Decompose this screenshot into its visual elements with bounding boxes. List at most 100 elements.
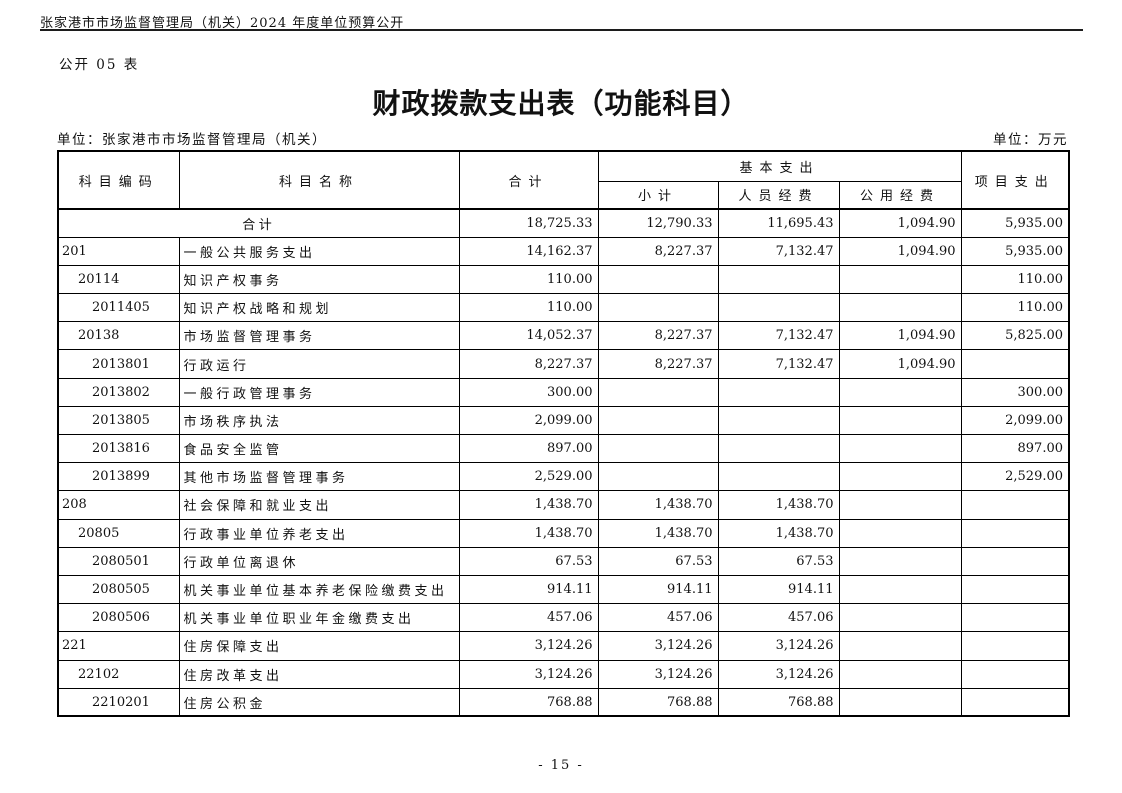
amount-cell bbox=[838, 293, 962, 323]
amount-cell: 3,124.26 bbox=[458, 631, 599, 661]
amount-cell bbox=[960, 546, 1070, 576]
amount-cell: 1,094.90 bbox=[838, 208, 962, 238]
amount-cell: 14,162.37 bbox=[458, 236, 599, 266]
amount-cell: 11,695.43 bbox=[717, 208, 840, 238]
subject-name-cell: 行政单位离退休 bbox=[178, 546, 460, 576]
amount-cell: 3,124.26 bbox=[717, 659, 840, 689]
amount-cell: 1,438.70 bbox=[458, 490, 599, 520]
subject-code-cell: 20114 bbox=[57, 264, 180, 295]
table-row: 2080501 行政单位离退休 67.53 67.53 67.53 bbox=[57, 546, 1070, 576]
amount-cell: 457.06 bbox=[717, 603, 840, 633]
amount-cell: 2,529.00 bbox=[458, 462, 599, 492]
amount-cell: 300.00 bbox=[960, 377, 1070, 407]
amount-cell bbox=[838, 546, 962, 576]
subject-code-cell: 2011405 bbox=[57, 293, 180, 323]
col-header-total: 合计 bbox=[458, 150, 599, 210]
amount-cell: 3,124.26 bbox=[597, 631, 719, 661]
amount-cell: 110.00 bbox=[960, 293, 1070, 323]
amount-cell bbox=[597, 405, 719, 436]
table-code-label: 公开 05 表 bbox=[59, 57, 140, 73]
amount-cell: 3,124.26 bbox=[717, 631, 840, 661]
amount-cell bbox=[717, 462, 840, 492]
subject-name-cell: 住房公积金 bbox=[178, 687, 460, 717]
amount-cell bbox=[717, 264, 840, 295]
table-row: 2013899 其他市场监督管理事务 2,529.00 2,529.00 bbox=[57, 462, 1070, 492]
subject-code-cell: 2013801 bbox=[57, 349, 180, 379]
amount-cell bbox=[597, 462, 719, 492]
table-row: 2013801 行政运行 8,227.37 8,227.37 7,132.47 1,094… bbox=[57, 349, 1070, 379]
amount-cell bbox=[960, 490, 1070, 520]
amount-cell: 5,825.00 bbox=[960, 321, 1070, 351]
subject-name-cell: 住房保障支出 bbox=[178, 631, 460, 661]
amount-cell: 457.06 bbox=[597, 603, 719, 633]
amount-cell: 7,132.47 bbox=[717, 236, 840, 266]
subject-code-cell: 20138 bbox=[57, 321, 180, 351]
amount-cell: 1,438.70 bbox=[597, 518, 719, 548]
table-row: 2210201 住房公积金 768.88 768.88 768.88 bbox=[57, 687, 1070, 717]
table-header: 科目编码 科目名称 合计 基本支出 项目支出 小计 人员经费 公用经费 bbox=[57, 150, 1070, 210]
amount-cell: 67.53 bbox=[597, 546, 719, 576]
expenditure-table: 科目编码 科目名称 合计 基本支出 项目支出 小计 人员经费 公用经费 合计 18… bbox=[57, 150, 1071, 718]
page-number: - 15 - bbox=[538, 758, 584, 773]
amount-cell bbox=[960, 603, 1070, 633]
subject-name-cell: 一般行政管理事务 bbox=[178, 377, 460, 407]
amount-cell: 457.06 bbox=[458, 603, 599, 633]
table-row: 22102 住房改革支出 3,124.26 3,124.26 3,124.26 bbox=[57, 659, 1070, 689]
subject-code-cell: 20805 bbox=[57, 518, 180, 548]
amount-cell: 67.53 bbox=[717, 546, 840, 576]
subject-code-cell: 208 bbox=[57, 490, 180, 520]
unit-currency-label: 单位：万元 bbox=[993, 132, 1068, 148]
subject-name-cell: 行政事业单位养老支出 bbox=[178, 518, 460, 548]
table-row: 20138 市场监督管理事务 14,052.37 8,227.37 7,132.47 1,… bbox=[57, 321, 1070, 351]
subject-name-cell: 一般公共服务支出 bbox=[178, 236, 460, 266]
amount-cell: 914.11 bbox=[458, 574, 599, 605]
header-row-2: 小计 人员经费 公用经费 bbox=[58, 180, 1069, 210]
table-body: 合计 18,725.33 12,790.33 11,695.43 1,094.90 5,9… bbox=[57, 208, 1070, 717]
amount-cell bbox=[838, 518, 962, 548]
table-row: 2080505 机关事业单位基本养老保险缴费支出 914.11 914.11 914.1… bbox=[57, 574, 1070, 605]
subject-code-cell: 2013899 bbox=[57, 462, 180, 492]
amount-cell: 1,094.90 bbox=[838, 321, 962, 351]
subject-code-cell: 2013816 bbox=[57, 433, 180, 464]
amount-cell bbox=[838, 405, 962, 436]
amount-cell: 1,094.90 bbox=[838, 236, 962, 266]
running-header: 张家港市市场监督管理局（机关）2024 年度单位预算公开 bbox=[40, 16, 405, 31]
amount-cell: 5,935.00 bbox=[960, 208, 1070, 238]
amount-cell: 110.00 bbox=[960, 264, 1070, 295]
amount-cell: 14,052.37 bbox=[458, 321, 599, 351]
table-row: 201 一般公共服务支出 14,162.37 8,227.37 7,132.47 1,09… bbox=[57, 236, 1070, 266]
unit-row: 单位：张家港市市场监督管理局（机关） 单位：万元 bbox=[57, 128, 1068, 148]
amount-cell bbox=[838, 659, 962, 689]
subject-name-cell: 市场秩序执法 bbox=[178, 405, 460, 436]
amount-cell bbox=[838, 377, 962, 407]
amount-cell: 2,529.00 bbox=[960, 462, 1070, 492]
amount-cell bbox=[960, 631, 1070, 661]
amount-cell bbox=[960, 574, 1070, 605]
amount-cell bbox=[597, 377, 719, 407]
amount-cell: 768.88 bbox=[458, 687, 599, 717]
subject-code-cell: 2210201 bbox=[57, 687, 180, 717]
amount-cell: 300.00 bbox=[458, 377, 599, 407]
col-header-personnel: 人员经费 bbox=[717, 180, 840, 210]
amount-cell: 8,227.37 bbox=[597, 349, 719, 379]
amount-cell: 914.11 bbox=[717, 574, 840, 605]
amount-cell bbox=[838, 462, 962, 492]
amount-cell bbox=[960, 659, 1070, 689]
col-header-public: 公用经费 bbox=[838, 180, 962, 210]
subject-code-cell: 221 bbox=[57, 631, 180, 661]
amount-cell: 8,227.37 bbox=[597, 236, 719, 266]
amount-cell: 3,124.26 bbox=[597, 659, 719, 689]
amount-cell: 8,227.37 bbox=[458, 349, 599, 379]
subject-code-cell: 201 bbox=[57, 236, 180, 266]
amount-cell: 110.00 bbox=[458, 264, 599, 295]
amount-cell: 1,094.90 bbox=[838, 349, 962, 379]
amount-cell: 2,099.00 bbox=[458, 405, 599, 436]
amount-cell bbox=[597, 264, 719, 295]
amount-cell: 2,099.00 bbox=[960, 405, 1070, 436]
row-label-cell: 合计 bbox=[57, 208, 460, 238]
amount-cell: 18,725.33 bbox=[458, 208, 599, 238]
table-row: 2013805 市场秩序执法 2,099.00 2,099.00 bbox=[57, 405, 1070, 436]
col-header-basic-expenditure-group: 基本支出 bbox=[597, 150, 962, 182]
subject-name-cell: 住房改革支出 bbox=[178, 659, 460, 689]
amount-cell bbox=[960, 687, 1070, 717]
